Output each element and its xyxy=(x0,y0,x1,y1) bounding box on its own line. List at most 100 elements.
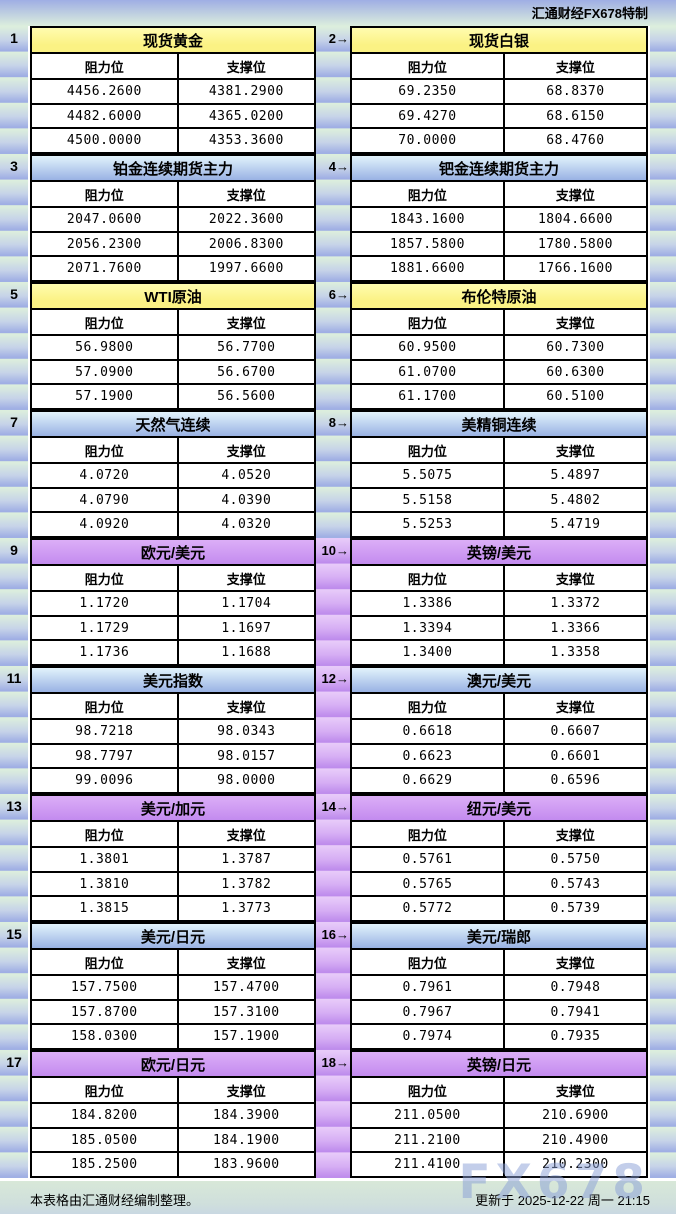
col-header-resistance: 阻力位 xyxy=(32,1078,179,1102)
level-row: 184.8200 184.3900 xyxy=(32,1104,314,1129)
brand-label: 汇通财经FX678特制 xyxy=(531,6,648,21)
resistance-number: 5.5075 xyxy=(402,467,453,483)
support-number: 1.3372 xyxy=(550,595,601,611)
top-strip: 汇通财经FX678特制 xyxy=(0,0,676,26)
level-row: 5.5253 5.4719 xyxy=(352,513,646,537)
resistance-number: 56.9800 xyxy=(75,339,134,355)
resistance-value: 98.7218 xyxy=(32,720,179,743)
support-value: 68.4760 xyxy=(505,129,646,152)
right-margin-column xyxy=(650,26,676,154)
col-header-support: 支撑位 xyxy=(555,1083,595,1099)
resistance-number: 1857.5800 xyxy=(389,236,465,252)
panel-6: 布伦特原油 阻力位 支撑位 60.9500 60.7300 61.0700 60.6300 6… xyxy=(350,282,648,410)
panel-17: 欧元/日元 阻力位 支撑位 184.8200 184.3900 185.0500 184.1… xyxy=(30,1050,316,1178)
panel-number-arrow: 14→ xyxy=(321,799,349,814)
resistance-value: 211.4100 xyxy=(352,1153,505,1177)
support-value: 0.5750 xyxy=(505,848,646,871)
col-header-support: 支撑位 xyxy=(226,187,266,203)
level-row: 0.6629 0.6596 xyxy=(352,769,646,793)
panel-title: 美元/瑞郎 xyxy=(352,924,646,950)
panel-1: 现货黄金 阻力位 支撑位 4456.2600 4381.2900 4482.6000 436… xyxy=(30,26,316,154)
panel-11: 美元指数 阻力位 支撑位 98.7218 98.0343 98.7797 98.0157 99… xyxy=(30,666,316,794)
level-row: 185.0500 184.1900 xyxy=(32,1128,314,1154)
section-row-6: 11 美元指数 阻力位 支撑位 98.7218 98.0343 98.7797 98.0157… xyxy=(0,666,676,794)
support-number: 157.4700 xyxy=(212,979,280,995)
resistance-number: 2056.2300 xyxy=(66,236,142,252)
resistance-number: 60.9500 xyxy=(398,339,457,355)
left-margin-column: 15 xyxy=(0,922,28,1050)
level-row: 4500.0000 4353.3600 xyxy=(32,129,314,153)
resistance-number: 157.8700 xyxy=(71,1004,138,1020)
level-row: 61.1700 60.5100 xyxy=(352,385,646,409)
right-margin-column xyxy=(650,922,676,1050)
support-value: 1.1688 xyxy=(179,641,314,664)
footer-note: 本表格由汇通财经编制整理。 xyxy=(30,1193,200,1208)
support-value: 0.7941 xyxy=(505,1001,646,1024)
panel-column-headers: 阻力位 支撑位 xyxy=(32,310,314,336)
support-number: 4.0390 xyxy=(221,492,272,508)
resistance-number: 211.4100 xyxy=(394,1157,461,1173)
col-header-resistance: 阻力位 xyxy=(32,182,179,206)
right-margin-column xyxy=(650,538,676,666)
level-row: 211.0500 210.6900 xyxy=(352,1104,646,1129)
panel-column-headers: 阻力位 支撑位 xyxy=(32,1078,314,1104)
support-value: 98.0343 xyxy=(179,720,314,743)
resistance-number: 2047.0600 xyxy=(66,211,142,227)
support-number: 68.6150 xyxy=(546,108,605,124)
resistance-value: 0.6618 xyxy=(352,720,505,743)
resistance-value: 5.5253 xyxy=(352,513,505,537)
resistance-value: 0.6629 xyxy=(352,769,505,793)
panel-column-headers: 阻力位 支撑位 xyxy=(32,438,314,464)
panel-number: 7 xyxy=(10,414,18,430)
level-row: 98.7218 98.0343 xyxy=(32,720,314,745)
resistance-number: 5.5253 xyxy=(402,517,453,533)
panel-title: 美精铜连续 xyxy=(352,412,646,438)
level-row: 69.4270 68.6150 xyxy=(352,104,646,130)
support-number: 0.5743 xyxy=(550,876,601,892)
resistance-number: 57.1900 xyxy=(75,389,134,405)
col-header-support: 支撑位 xyxy=(226,315,266,331)
support-number: 1.3366 xyxy=(550,620,601,636)
resistance-number: 4500.0000 xyxy=(66,133,142,149)
resistance-value: 4500.0000 xyxy=(32,129,179,153)
panel-title: 天然气连续 xyxy=(32,412,314,438)
col-header-support: 支撑位 xyxy=(226,955,266,971)
resistance-value: 0.7967 xyxy=(352,1000,505,1024)
col-header-resistance: 阻力位 xyxy=(352,566,505,590)
resistance-number: 0.7974 xyxy=(402,1029,453,1045)
resistance-number: 5.5158 xyxy=(402,492,453,508)
resistance-number: 1843.1600 xyxy=(389,211,465,227)
support-value: 1997.6600 xyxy=(179,257,314,280)
resistance-number: 1.3386 xyxy=(402,595,453,611)
panel-column-headers: 阻力位 支撑位 xyxy=(32,54,314,80)
level-row: 4456.2600 4381.2900 xyxy=(32,80,314,105)
support-number: 0.5739 xyxy=(550,901,601,917)
level-row: 211.2100 210.4900 xyxy=(352,1128,646,1154)
support-value: 60.7300 xyxy=(505,336,646,359)
panel-12: 澳元/美元 阻力位 支撑位 0.6618 0.6607 0.6623 0.6601 0.662… xyxy=(350,666,648,794)
support-number: 60.7300 xyxy=(546,339,605,355)
panel-title: 布伦特原油 xyxy=(352,284,646,310)
support-value: 60.5100 xyxy=(505,385,646,408)
col-header-support: 支撑位 xyxy=(555,59,595,75)
panel-title: 铂金连续期货主力 xyxy=(32,156,314,182)
support-number: 0.6601 xyxy=(550,748,601,764)
support-value: 1780.5800 xyxy=(505,233,646,256)
right-margin-column xyxy=(650,666,676,794)
support-number: 1.1704 xyxy=(221,595,272,611)
support-number: 210.4900 xyxy=(542,1132,609,1148)
col-header-support: 支撑位 xyxy=(555,443,595,459)
section-row-5: 9 欧元/美元 阻力位 支撑位 1.1720 1.1704 1.1729 1.1697 1.17… xyxy=(0,538,676,666)
panel-number-arrow: 12→ xyxy=(321,671,349,686)
level-row: 0.7974 0.7935 xyxy=(352,1025,646,1049)
support-value: 210.4900 xyxy=(505,1129,646,1152)
left-margin-column: 17 xyxy=(0,1050,28,1178)
section-row-7: 13 美元/加元 阻力位 支撑位 1.3801 1.3787 1.3810 1.3782 1.3… xyxy=(0,794,676,922)
support-value: 5.4719 xyxy=(505,513,646,536)
support-number: 5.4802 xyxy=(550,492,601,508)
col-header-support: 支撑位 xyxy=(555,955,595,971)
resistance-number: 0.6618 xyxy=(402,723,453,739)
resistance-number: 0.6629 xyxy=(402,773,453,789)
support-value: 157.1900 xyxy=(179,1025,314,1048)
